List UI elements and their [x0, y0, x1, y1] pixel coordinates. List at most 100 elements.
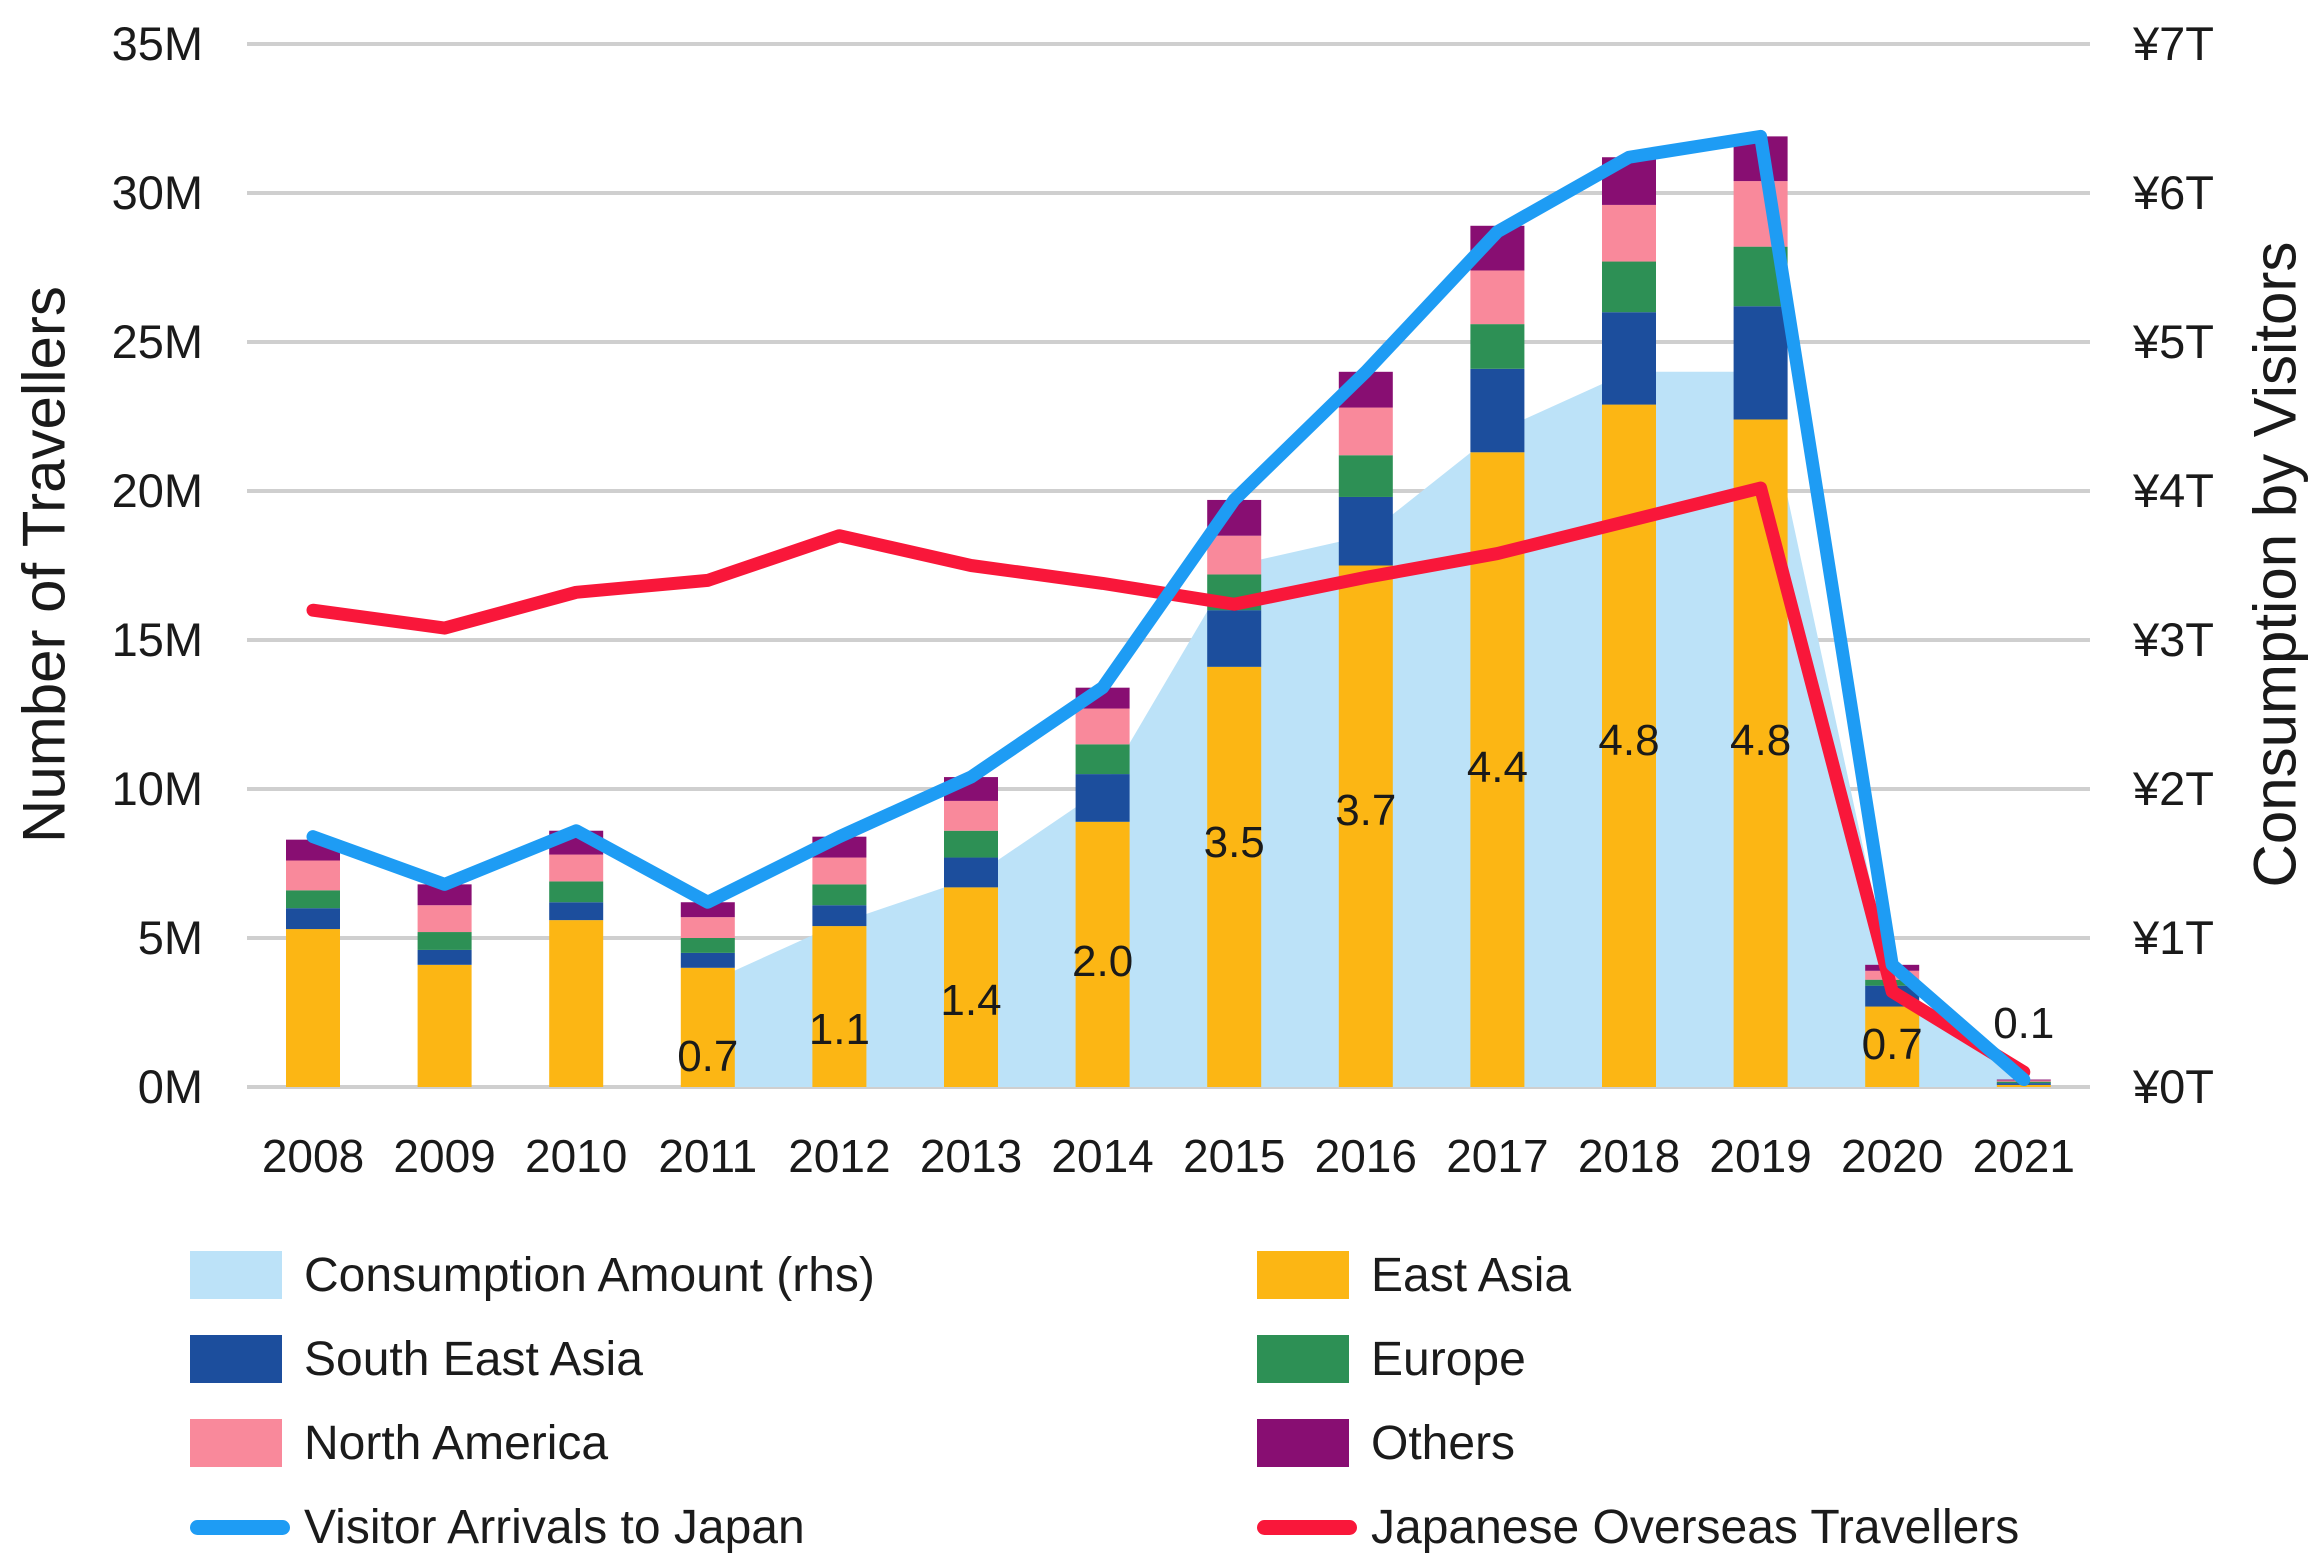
bar-segment-north-america — [1602, 204, 1656, 262]
bar-segment-north-america — [1207, 535, 1262, 575]
bar-segment-north-america — [1338, 407, 1393, 456]
right-axis-tick-label: ¥7T — [2132, 17, 2214, 70]
bar-segment-europe — [1470, 324, 1525, 369]
bar-segment-europe — [549, 881, 604, 903]
bar-segment-east-asia — [812, 926, 867, 1087]
bar-segment-europe — [680, 938, 735, 953]
x-axis-year-label: 2008 — [262, 1130, 364, 1182]
bar-segment-europe — [944, 830, 998, 858]
left-axis-tick-label: 10M — [112, 762, 203, 815]
legend-label: South East Asia — [304, 1332, 643, 1386]
bar-segment-north-america — [812, 857, 867, 885]
consumption-value-label: 2.0 — [1072, 937, 1133, 986]
legend-label: Japanese Overseas Travellers — [1371, 1500, 2020, 1554]
right-axis-tick-label: ¥6T — [2132, 166, 2214, 219]
consumption-value-label: 1.1 — [809, 1005, 870, 1054]
legend-line-marker-icon — [1257, 1519, 1357, 1535]
legend-swatch-icon — [190, 1335, 290, 1383]
left-axis-tick-label: 5M — [138, 911, 203, 964]
bar-segment-south-east-asia — [680, 952, 735, 968]
bar-segment-north-america — [944, 800, 998, 831]
bar-segment-south-east-asia — [549, 902, 604, 921]
x-axis-year-label: 2018 — [1578, 1130, 1680, 1182]
bar-segment-south-east-asia — [1602, 312, 1656, 405]
bar-segment-east-asia — [944, 887, 998, 1087]
bar-segment-east-asia — [680, 967, 735, 1087]
legend-item-south-east-asia: South East Asia — [190, 1317, 875, 1401]
x-axis-year-label: 2013 — [920, 1130, 1022, 1182]
bar-segment-europe — [1602, 261, 1656, 313]
bar-segment-north-america — [286, 860, 340, 891]
bar-segment-south-east-asia — [1733, 306, 1788, 420]
bar-segment-north-america — [417, 905, 472, 933]
bar-segment-south-east-asia — [286, 908, 340, 930]
legend-label: Visitor Arrivals to Japan — [304, 1500, 805, 1554]
line-visitor-arrivals-to-japan — [306, 129, 2031, 1087]
bar-segment-east-asia — [1338, 565, 1393, 1087]
legend-marker-shape — [190, 1519, 290, 1535]
bar-segment-east-asia — [1207, 666, 1262, 1087]
bar-segment-europe — [1075, 744, 1130, 775]
x-axis-year-label: 2016 — [1315, 1130, 1417, 1182]
bar-segment-east-asia — [1075, 821, 1130, 1087]
legend-marker-shape — [1257, 1419, 1349, 1467]
x-axis-year-label: 2009 — [393, 1130, 495, 1182]
legend-marker-shape — [190, 1251, 282, 1299]
legend-marker-shape — [1257, 1335, 1349, 1383]
x-axis-year-label: 2021 — [1973, 1130, 2075, 1182]
bar-segment-europe — [812, 884, 867, 906]
bar-segment-north-america — [549, 854, 604, 882]
legend-label: East Asia — [1371, 1248, 1572, 1302]
x-axis-year-label: 2010 — [525, 1130, 627, 1182]
bar-segment-south-east-asia — [1075, 774, 1130, 822]
legend-marker-shape — [1257, 1251, 1349, 1299]
legend-marker-shape — [190, 1419, 282, 1467]
bar-segment-north-america — [1075, 708, 1130, 745]
consumption-value-label: 0.7 — [1862, 1020, 1923, 1069]
legend-item-north-america: North America — [190, 1401, 875, 1485]
legend-item-visitor-arrivals-to-japan: Visitor Arrivals to Japan — [190, 1485, 875, 1568]
bar-segment-south-east-asia — [812, 905, 867, 927]
x-axis-year-label: 2019 — [1709, 1130, 1811, 1182]
legend-item-japanese-overseas-travellers: Japanese Overseas Travellers — [1257, 1485, 2019, 1568]
bar-segment-north-america — [680, 917, 735, 938]
bar-segment-east-asia — [1733, 419, 1788, 1088]
left-axis-tick-label: 35M — [112, 17, 203, 70]
legend-item-europe: Europe — [1257, 1317, 2019, 1401]
legend-item-consumption-amount-rhs-: Consumption Amount (rhs) — [190, 1233, 875, 1317]
legend-label: Consumption Amount (rhs) — [304, 1248, 875, 1302]
left-axis-tick-label: 30M — [112, 166, 203, 219]
legend-marker-shape — [190, 1335, 282, 1383]
bar-segment-east-asia — [549, 920, 604, 1087]
legend-swatch-icon — [1257, 1251, 1357, 1299]
bar-segment-south-east-asia — [1470, 368, 1525, 453]
right-axis-tick-label: ¥1T — [2132, 911, 2214, 964]
bar-segment-others — [680, 902, 735, 918]
left-axis-title: Number of Travellers — [10, 286, 78, 843]
x-axis-year-label: 2020 — [1841, 1130, 1943, 1182]
legend-label: North America — [304, 1416, 609, 1470]
legend-column: East Asia Europe Others Japanese Overseas T… — [1257, 1233, 2019, 1568]
legend-marker-shape — [1257, 1519, 1357, 1535]
legend-label: Europe — [1371, 1332, 1526, 1386]
consumption-value-label: 0.7 — [677, 1032, 738, 1081]
x-axis-year-label: 2011 — [658, 1130, 757, 1182]
left-axis-tick-label: 20M — [112, 464, 203, 517]
legend-swatch-icon — [190, 1419, 290, 1467]
x-axis-year-label: 2015 — [1183, 1130, 1285, 1182]
right-axis-tick-label: ¥4T — [2132, 464, 2214, 517]
legend-item-east-asia: East Asia — [1257, 1233, 2019, 1317]
legend-item-others: Others — [1257, 1401, 2019, 1485]
legend-column: Consumption Amount (rhs) South East Asia N… — [190, 1233, 875, 1568]
legend-swatch-icon — [190, 1251, 290, 1299]
bar-segment-south-east-asia — [417, 949, 472, 965]
bar-segment-others — [417, 884, 472, 906]
right-axis-tick-label: ¥3T — [2132, 613, 2214, 666]
right-axis-tick-label: ¥0T — [2132, 1060, 2214, 1113]
consumption-value-label: 0.1 — [1993, 999, 2054, 1048]
bar-segment-europe — [417, 932, 472, 950]
consumption-value-label: 3.5 — [1204, 818, 1265, 867]
left-axis-tick-label: 0M — [138, 1060, 203, 1113]
legend-label: Others — [1371, 1416, 1516, 1470]
